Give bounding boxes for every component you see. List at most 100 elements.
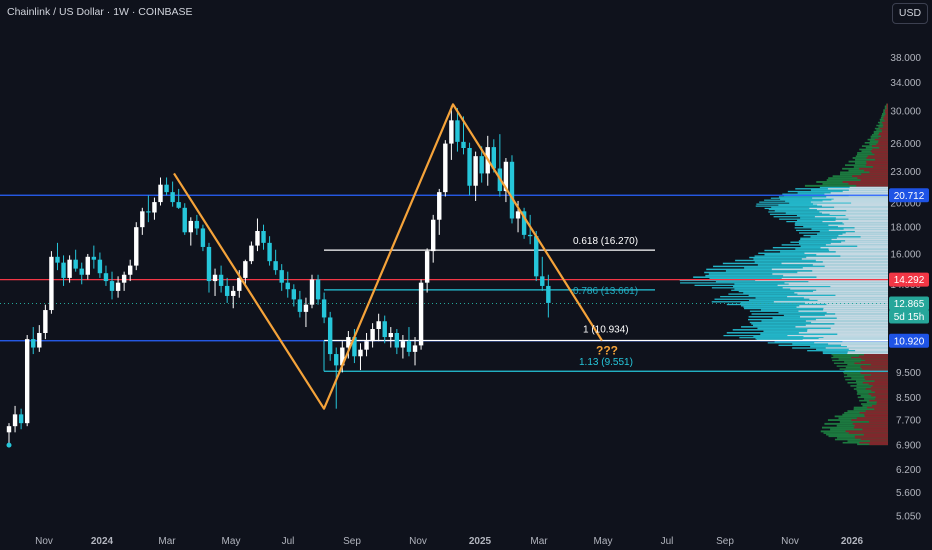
volume-profile-bar [864,354,888,356]
y-axis-tick-label: 16.000 [890,249,921,260]
volume-profile-bar [830,192,888,194]
volume-profile-bar [796,306,888,308]
volume-profile-bar [755,279,888,282]
candle-body [91,256,97,260]
volume-profile-bar [847,352,888,355]
volume-profile-bar [874,398,888,400]
volume-profile-bar [777,284,888,286]
candle-body [546,285,551,303]
volume-profile-bar [798,332,888,334]
volume-profile-bar [880,120,888,122]
volume-profile-bar [864,359,888,362]
volume-profile-bar [841,241,888,243]
candle-body [376,321,381,330]
x-axis-tick-label: May [222,536,241,547]
volume-profile-bar [873,130,888,133]
volume-profile-bar [805,324,888,327]
volume-profile-bar [811,321,888,324]
candle-body [437,192,442,220]
volume-profile-bar [799,232,888,234]
price-axis-label: 20.712 [894,191,925,202]
fib-level-label: 1.13 (9.551) [579,357,633,368]
x-axis-tick-label: Nov [35,536,53,547]
start-marker [6,442,12,448]
candle-body [152,202,157,213]
candle-body [128,265,133,275]
volume-profile-bar [794,292,888,294]
y-axis-tick-label: 30.000 [890,107,921,118]
fib-level-label: 0.618 (16.270) [573,236,638,247]
volume-profile-bar [779,218,888,220]
volume-profile-bar [864,141,888,144]
currency-button[interactable]: USD [892,3,928,24]
volume-profile-bar [878,134,888,136]
candle-body [85,256,90,275]
volume-profile-bar [882,113,888,115]
candle-body [73,259,78,269]
y-axis-tick-label: 5.600 [896,488,921,499]
volume-profile-bar [864,415,888,418]
volume-profile-bar [859,441,888,444]
candle-body [237,277,242,291]
volume-profile-bar [861,173,888,176]
x-axis-tick-label: Jul [282,536,295,547]
volume-profile-bar [731,289,888,291]
volume-profile-bar [855,350,888,352]
price-axis-label: 5d 15h [894,312,925,323]
volume-profile-bar [780,251,888,253]
volume-profile-bar [851,419,888,422]
candle-body [382,321,387,338]
price-axis-label: 12.865 [894,299,925,310]
volume-profile-bar [842,233,888,235]
candle-body [24,339,30,424]
volume-profile-bar [764,249,888,252]
candle-body [279,270,284,283]
volume-profile-bar [823,309,888,311]
candle-body [467,147,472,186]
volume-profile-bar [849,186,888,189]
volume-profile-bar [812,197,888,199]
volume-profile-bar [856,184,888,187]
volume-profile-bar [826,196,888,198]
volume-profile-bar [802,339,888,341]
candle-body [182,207,187,233]
volume-profile-bar [860,366,888,369]
volume-profile-bar [788,283,888,285]
volume-profile-bar [828,343,888,345]
volume-profile-bar [832,359,888,362]
y-axis-tick-label: 38.000 [890,53,921,64]
x-axis-tick-label: Jul [661,536,674,547]
volume-profile-bar [883,124,888,127]
volume-profile-bar [871,152,888,154]
volume-profile-bar [774,210,888,212]
candle-body [273,261,278,271]
price-axis-label-bg [889,188,929,203]
candle-body [109,281,115,291]
volume-profile-bar [857,177,888,180]
volume-profile-bar [764,199,888,201]
candle-body [303,304,309,312]
volume-profile-bar [847,351,888,353]
volume-profile-bar [842,222,888,224]
volume-profile-bar [817,299,888,302]
volume-profile-bar [861,368,888,370]
volume-profile-bar [783,274,888,277]
candle-body [115,282,121,291]
volume-profile-bar [836,237,888,239]
candle-body [352,337,357,357]
volume-profile-bar [846,345,888,348]
volume-profile-bar [869,369,888,372]
volume-profile-bar [868,383,888,386]
candle-body [67,259,72,278]
candle-body [188,220,193,233]
volume-profile-bar [872,148,888,151]
volume-profile-bar [824,314,888,317]
volume-profile-bar [860,371,888,373]
volume-profile-bar [847,440,888,442]
volume-profile-bar [862,428,888,431]
volume-profile-bar [816,209,888,211]
x-axis-tick-label: 2025 [469,536,492,547]
volume-profile-bar [871,389,888,392]
candle-body [224,285,230,296]
